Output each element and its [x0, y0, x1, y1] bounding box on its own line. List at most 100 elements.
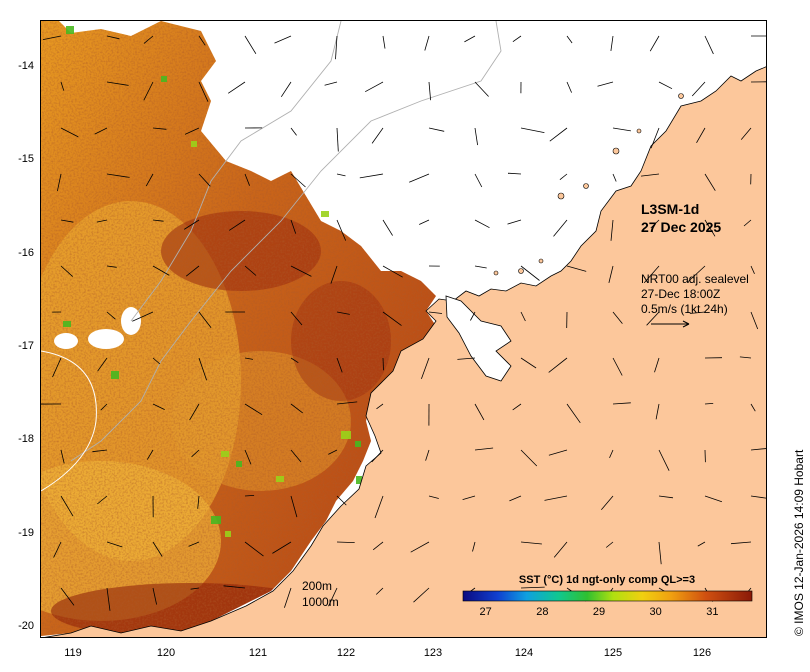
y-tick-label: -17: [18, 340, 34, 352]
colorbar-tick-label: 29: [592, 606, 606, 618]
current-arrow: [189, 403, 200, 421]
current-arrow: [244, 495, 255, 497]
current-arrow: [474, 127, 478, 146]
colorbar-tick-label: 28: [536, 606, 549, 618]
current-arrow: [290, 265, 312, 277]
current-arrow: [191, 449, 200, 458]
current-arrow: [223, 585, 246, 589]
current-arrow: [53, 541, 62, 558]
current-arrow: [474, 219, 490, 229]
current-arrow: [152, 357, 161, 365]
current-arrow: [462, 495, 476, 500]
current-arrow: [198, 35, 206, 46]
current-arrow: [382, 35, 386, 49]
current-arrow: [646, 311, 660, 326]
product-date: 27 Dec 2025: [641, 219, 722, 235]
current-arrow: [474, 403, 485, 421]
current-arrow: [227, 81, 246, 94]
current-arrow: [704, 219, 716, 237]
current-arrow: [330, 265, 338, 284]
current-arrow: [152, 219, 164, 222]
current-arrow: [336, 401, 358, 405]
current-arrow: [335, 35, 338, 60]
current-arrow: [559, 173, 568, 181]
current-arrow: [474, 81, 489, 97]
current-arrow: [474, 173, 483, 188]
isobath-1000: [41, 350, 97, 492]
current-arrow: [371, 127, 384, 144]
vector-scale: 0.5m/s (1kt 24h): [641, 302, 728, 316]
credit-text: © IMOS 12-Jan-2026 14:09 Hobart: [792, 449, 806, 636]
current-arrow: [740, 127, 752, 140]
current-arrow: [290, 173, 306, 188]
current-arrow: [658, 541, 662, 565]
current-arrow: [419, 219, 430, 225]
current-arrow: [520, 541, 542, 545]
current-arrow: [100, 403, 108, 411]
current-arrow: [190, 587, 200, 590]
current-arrow: [106, 311, 116, 320]
current-arrow: [371, 449, 384, 463]
current-arrow: [428, 81, 431, 101]
current-arrow: [658, 81, 673, 90]
current-arrow: [470, 311, 476, 321]
current-arrow: [382, 357, 384, 371]
current-arrow: [697, 541, 706, 547]
current-arrow: [739, 356, 752, 359]
current-arrow: [650, 127, 660, 149]
current-arrow: [691, 81, 706, 97]
current-arrow: [689, 311, 706, 314]
current-arrow: [704, 35, 714, 55]
x-tick-label: 122: [336, 647, 356, 659]
current-arrow: [290, 127, 297, 136]
current-arrow: [608, 265, 614, 283]
current-arrow: [566, 81, 572, 93]
current-arrow: [548, 449, 568, 456]
current-arrow: [290, 403, 303, 414]
current-arrow: [143, 35, 154, 44]
current-arrow: [184, 127, 200, 135]
current-arrow: [658, 449, 670, 471]
isobath-200-label: 200m: [302, 579, 333, 593]
current-arrow: [92, 449, 108, 453]
map-panel[interactable]: [40, 20, 767, 638]
current-arrow: [336, 541, 355, 543]
current-arrow: [548, 357, 568, 373]
current-arrow: [145, 173, 154, 187]
current-arrow: [106, 173, 130, 178]
current-arrow: [106, 265, 117, 268]
current-arrow: [198, 81, 209, 102]
current-arrow: [290, 357, 299, 364]
x-tick-label: 124: [514, 647, 534, 659]
current-arrow: [612, 311, 623, 324]
current-arrow: [188, 541, 200, 547]
current-arrow: [428, 495, 439, 499]
current-arrow: [146, 449, 154, 460]
current-arrow: [654, 357, 660, 373]
current-arrow: [94, 127, 108, 135]
x-tick-label: 125: [603, 647, 623, 659]
current-arrow: [520, 127, 545, 133]
current-arrow: [336, 495, 347, 506]
current-arrow: [152, 403, 165, 410]
sst-map[interactable]: [41, 21, 767, 638]
current-arrow: [244, 449, 252, 465]
isobath-legend: 200m 1000m: [302, 578, 339, 610]
current-arrow: [566, 403, 581, 424]
current-arrow: [382, 265, 403, 278]
current-arrow: [509, 495, 522, 502]
current-arrow: [474, 447, 494, 451]
y-tick-label: -19: [18, 527, 34, 539]
current-arrow: [60, 587, 75, 606]
current-arrow: [152, 265, 170, 276]
current-arrow: [424, 35, 430, 51]
current-arrow: [750, 495, 766, 499]
current-arrow: [375, 587, 384, 595]
current-arrow: [60, 265, 73, 277]
current-arrow: [96, 219, 108, 223]
x-tick-label: 121: [248, 647, 268, 659]
current-arrow: [474, 265, 487, 269]
current-arrow: [365, 81, 384, 93]
current-vectors: [41, 35, 766, 611]
current-arrow: [244, 541, 264, 557]
